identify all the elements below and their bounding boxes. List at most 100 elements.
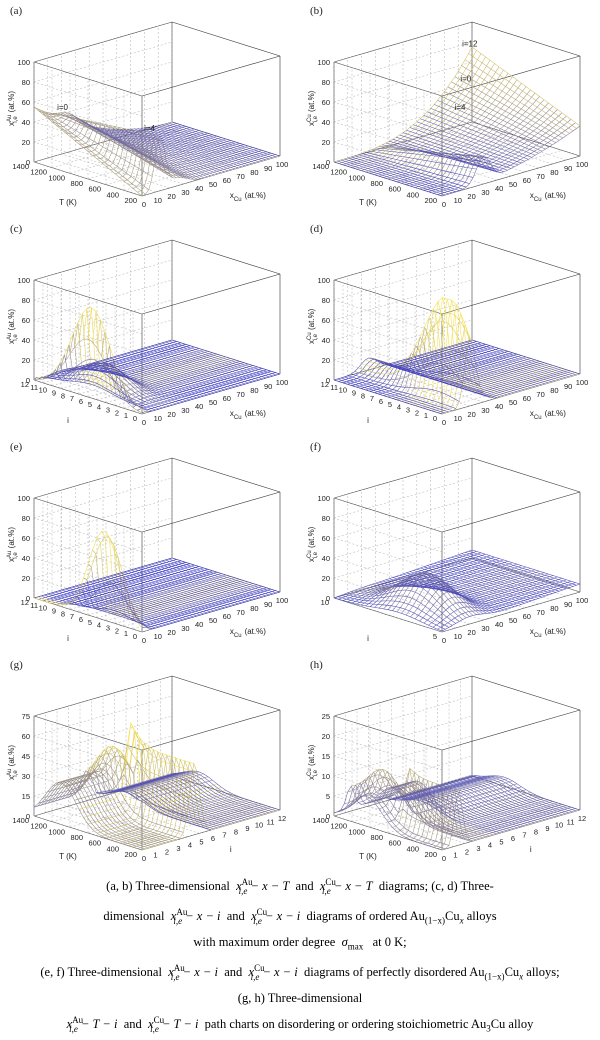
mesh-line-x — [113, 574, 222, 610]
mesh-line-x — [54, 369, 163, 409]
x-tick-label: 4 — [188, 841, 192, 850]
x-tick-label: 60 — [523, 394, 531, 403]
mesh-line-x — [454, 555, 563, 591]
mesh-line-x — [461, 777, 570, 814]
mesh-line-x — [416, 355, 525, 391]
gridline-x-floor — [347, 375, 456, 411]
x-axis-label: xCu (at.%) — [230, 409, 266, 421]
z-tick-label: 100 — [17, 494, 30, 503]
mesh-line-x — [440, 95, 550, 148]
y-tick-label: 12 — [21, 598, 29, 607]
mesh-line-x — [144, 347, 253, 383]
x-tick-label: 80 — [550, 604, 558, 613]
x-axis-label-sub: Cu — [534, 197, 542, 203]
gridline-z-left — [333, 577, 443, 613]
x-tick-label: 70 — [536, 172, 544, 181]
mesh-line-x — [340, 159, 449, 195]
z-tick-label: 80 — [22, 514, 30, 523]
mesh-line-x — [151, 776, 260, 817]
mesh-line-x — [365, 786, 474, 842]
surface-mesh — [333, 767, 581, 851]
mesh-line-x — [96, 789, 205, 823]
x-tick-label: 10 — [154, 196, 162, 205]
mesh-line-x — [333, 597, 443, 632]
x-tick-label: 0 — [442, 636, 446, 645]
y-axis-label: i — [367, 416, 369, 425]
z-tick-label: 0 — [326, 158, 330, 167]
mesh-line-x — [440, 348, 549, 384]
mesh-line-x — [392, 138, 501, 173]
mesh-line-x — [406, 358, 515, 394]
x-axis-label-unit: (at.%) — [545, 191, 567, 200]
mesh-line-x — [47, 778, 156, 847]
mesh-line-x — [71, 770, 180, 839]
gridline-z-left — [333, 537, 443, 573]
surface-mesh — [333, 46, 581, 197]
surface-annotation: i=12 — [462, 39, 478, 48]
mesh-line-x — [147, 777, 256, 818]
z-axis-label: xAui,e (at.%) — [7, 309, 19, 344]
box-edge-top — [171, 675, 281, 711]
z-axis-label-main: x — [307, 558, 316, 562]
z-axis-label-unit: (at.%) — [307, 526, 316, 548]
mesh-line-x — [54, 113, 163, 142]
x-tick-label: 100 — [576, 160, 589, 169]
y-tick-label: 1400 — [12, 162, 29, 171]
x-tick-label: 50 — [509, 398, 517, 407]
box-edge-top — [171, 457, 281, 493]
x-tick-label: 60 — [223, 176, 231, 185]
z-tick-label: 40 — [22, 336, 30, 345]
panel-label: (e) — [10, 441, 23, 453]
mesh-line-x — [361, 297, 470, 370]
mesh-line-x — [434, 350, 543, 386]
mesh-line-x — [451, 780, 560, 817]
z-axis-label-sup: Cu — [307, 768, 313, 776]
x-tick-label: 50 — [509, 616, 517, 625]
x-tick-label: 12 — [278, 814, 286, 823]
gridline-z-left — [33, 279, 143, 315]
mesh-line-x — [144, 565, 253, 601]
surface-mesh — [33, 721, 281, 851]
caption-line-3: with maximum order degree σmax at 0 K; — [193, 935, 407, 952]
mesh-line-x — [375, 783, 484, 839]
x-tick-label: 90 — [564, 164, 572, 173]
x-axis-label-unit: (at.%) — [545, 409, 567, 418]
mesh-line-x — [137, 128, 246, 167]
y-tick-label: 0 — [433, 414, 437, 423]
z-axis-label: xAui,e (at.%) — [7, 91, 19, 126]
x-tick-label: 1 — [153, 851, 157, 860]
z-tick-label: 40 — [322, 336, 330, 345]
mesh-line-x — [140, 779, 249, 820]
y-tick-label: 7 — [70, 612, 74, 621]
x-tick-label: 90 — [264, 164, 272, 173]
y-tick-label: 1 — [424, 411, 428, 420]
y-tick-label: 600 — [88, 839, 101, 848]
mesh-line-x — [78, 584, 187, 620]
x-tick-label: 0 — [442, 854, 446, 863]
y-tick-label: 600 — [388, 839, 401, 848]
x-tick-label: 1 — [453, 851, 457, 860]
gridline-z-left — [33, 497, 143, 533]
z-tick-label: 60 — [22, 98, 30, 107]
mesh-line-x — [130, 128, 239, 169]
mesh-line-x — [106, 358, 215, 394]
gridline-x-floor — [416, 573, 525, 609]
panel-grid — [333, 675, 581, 851]
mesh-line-x — [368, 150, 477, 170]
x-tick-label: 12 — [578, 814, 586, 823]
x-tick-label: 30 — [481, 406, 489, 415]
mesh-line-x — [109, 357, 218, 393]
mesh-line-x — [464, 59, 574, 132]
y-tick-label: 4 — [97, 621, 101, 630]
mesh-line-x — [33, 782, 143, 851]
x-tick-label: 20 — [167, 628, 175, 637]
box-edge-top — [333, 457, 473, 499]
mesh-line-x — [375, 580, 484, 615]
gridline-x-floor — [116, 137, 225, 173]
mesh-line-x — [116, 786, 225, 827]
z-axis-label-sup: Au — [7, 115, 13, 122]
mesh-line-x — [461, 553, 570, 588]
mesh-line-x — [402, 132, 512, 169]
surface-annotation: i=4 — [144, 124, 155, 133]
box-edge-top — [471, 21, 581, 57]
